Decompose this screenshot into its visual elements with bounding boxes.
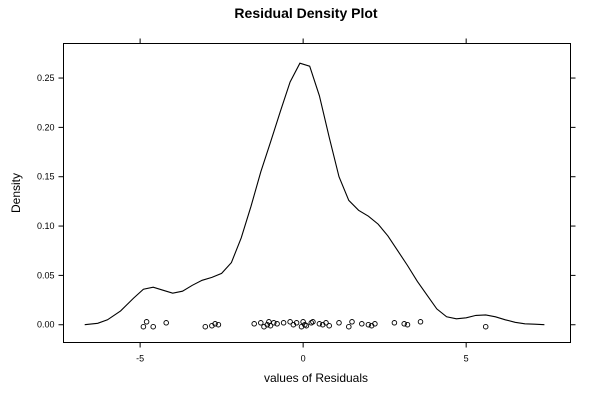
residual-point xyxy=(212,321,218,327)
x-axis-label: values of Residuals xyxy=(264,371,368,385)
y-tick-label: 0.00 xyxy=(37,320,55,330)
residual-point xyxy=(349,319,355,325)
y-tick-label: 0.10 xyxy=(37,221,55,231)
residual-point xyxy=(280,320,287,326)
residual-point xyxy=(267,322,274,329)
residual-point xyxy=(303,322,310,329)
residual-point xyxy=(163,320,169,326)
x-tick-label: 5 xyxy=(464,354,469,364)
plot-frame xyxy=(63,43,571,343)
residual-point xyxy=(310,319,316,325)
density-curve xyxy=(84,62,545,326)
residual-point xyxy=(271,320,277,326)
residual-point xyxy=(316,321,323,327)
x-tick-label: -5 xyxy=(136,354,144,364)
residual-point xyxy=(258,320,264,326)
residual-point xyxy=(326,322,332,329)
residual-point xyxy=(404,321,411,328)
residual-point xyxy=(482,323,489,330)
residual-point xyxy=(274,321,280,327)
density-curve-layer xyxy=(84,62,545,326)
residual-point xyxy=(251,321,257,327)
chart-title: Residual Density Plot xyxy=(234,5,377,21)
residual-point xyxy=(143,319,150,325)
residual-point xyxy=(300,319,306,325)
residual-point xyxy=(359,321,365,327)
y-tick-label: 0.05 xyxy=(37,270,55,280)
residual-point xyxy=(293,320,300,326)
y-tick-label: 0.15 xyxy=(37,172,55,182)
y-axis-label: Density xyxy=(9,173,23,213)
residual-point xyxy=(323,320,329,326)
rug-points-layer xyxy=(140,319,489,330)
residual-point xyxy=(202,323,209,330)
residual-point xyxy=(140,323,147,330)
y-tick-label: 0.20 xyxy=(37,122,55,132)
residual-point xyxy=(336,320,342,326)
axes: -5 0 5 0.00 0.05 0.10 0.15 0.20 0.25 xyxy=(37,38,576,364)
residual-point xyxy=(346,323,352,330)
y-tick-label: 0.25 xyxy=(37,73,55,83)
x-tick-label: 0 xyxy=(301,354,306,364)
residual-point xyxy=(150,323,156,330)
residual-point xyxy=(264,321,271,328)
residual-point xyxy=(215,321,222,328)
residual-point xyxy=(391,320,398,326)
residual-point xyxy=(372,321,378,327)
residual-point xyxy=(365,321,372,328)
residual-point xyxy=(287,319,293,325)
residual-point xyxy=(401,321,407,327)
residual-point xyxy=(417,319,424,325)
